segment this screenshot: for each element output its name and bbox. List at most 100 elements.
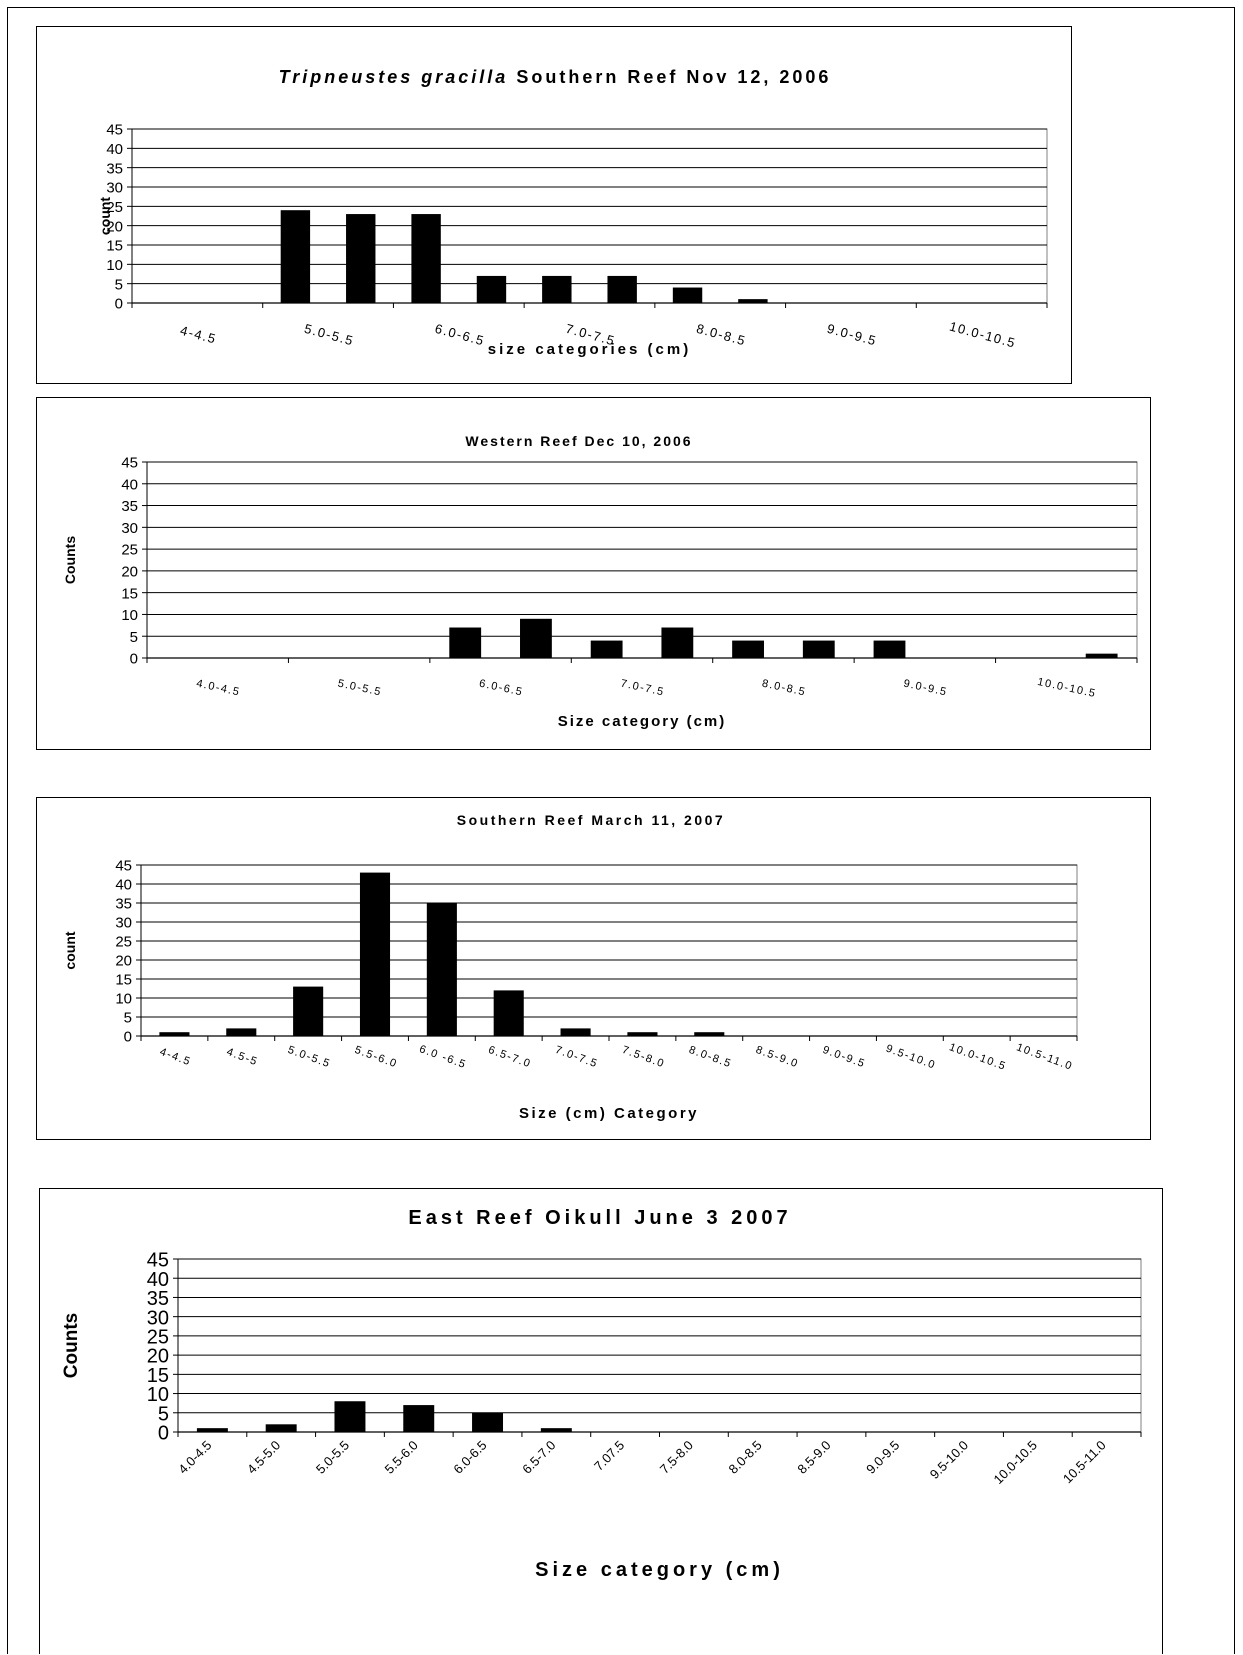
x-tick-label: 5.0-5.5 bbox=[313, 1438, 352, 1477]
x-tick-label: 10.0-10.5 bbox=[990, 1438, 1039, 1487]
x-tick-label: 4-4.5 bbox=[179, 323, 219, 347]
y-tick-label: 10 bbox=[147, 1384, 169, 1406]
x-tick-label: 5.5-6.0 bbox=[353, 1044, 399, 1071]
bar bbox=[542, 275, 572, 303]
y-tick-label: 15 bbox=[121, 585, 138, 602]
y-tick-label: 25 bbox=[147, 1326, 169, 1348]
y-tick-label: 45 bbox=[115, 858, 132, 875]
y-tick-label: 5 bbox=[115, 276, 123, 293]
y-tick-label: 5 bbox=[130, 629, 138, 646]
bar bbox=[472, 1412, 504, 1432]
y-tick-label: 10 bbox=[115, 991, 132, 1008]
x-tick-label: 7.5-8.0 bbox=[620, 1044, 666, 1071]
y-tick-label: 30 bbox=[121, 520, 138, 537]
x-tick-label: 10.5-11.0 bbox=[1015, 1041, 1075, 1073]
x-tick-label: 9.5-10.0 bbox=[884, 1043, 937, 1072]
y-tick-label: 25 bbox=[121, 542, 138, 559]
y-tick-label: 35 bbox=[121, 498, 138, 515]
x-tick-label: 8.5-9.0 bbox=[794, 1438, 833, 1477]
x-tick-label: 9.0-9.5 bbox=[826, 321, 879, 349]
plot-area bbox=[131, 128, 1048, 304]
y-tick-label: 0 bbox=[130, 651, 138, 668]
bar bbox=[802, 640, 835, 658]
y-tick-label: 5 bbox=[158, 1403, 169, 1425]
y-tick-label: 0 bbox=[158, 1423, 169, 1445]
x-tick-label: 4.0-4.5 bbox=[175, 1438, 214, 1477]
x-tick-label: 8.0-8.5 bbox=[761, 678, 807, 699]
y-axis-title: Counts bbox=[62, 536, 78, 584]
bar bbox=[873, 640, 906, 658]
bar bbox=[540, 1428, 572, 1432]
y-tick-label: 25 bbox=[115, 934, 132, 951]
bar bbox=[672, 287, 703, 303]
bar bbox=[280, 210, 311, 303]
chart-panel-1: Tripneustes gracilla Southern Reef Nov 1… bbox=[36, 26, 1072, 384]
y-tick-label: 5 bbox=[124, 1010, 132, 1027]
x-tick-label: 5.0-5.5 bbox=[303, 321, 356, 349]
x-tick-label: 6.0-6.5 bbox=[478, 678, 524, 699]
chart-panel-4: East Reef Oikull June 3 2007 0 5 10 15 20 25 30… bbox=[39, 1188, 1163, 1654]
y-tick-label: 0 bbox=[124, 1029, 132, 1046]
bar bbox=[520, 618, 552, 658]
y-tick-label: 15 bbox=[106, 238, 123, 255]
x-tick-label: 8.0-8.5 bbox=[687, 1044, 733, 1071]
y-tick-label: 40 bbox=[106, 141, 123, 158]
x-axis-title: size categories (cm) bbox=[488, 341, 691, 358]
chart-panel-3: Southern Reef March 11, 2007 0 5 10 15 20 25 30… bbox=[36, 797, 1151, 1140]
y-tick-label: 10 bbox=[106, 257, 123, 274]
bar bbox=[196, 1428, 228, 1432]
x-tick-label: 7.5-8.0 bbox=[657, 1438, 696, 1477]
plot-area bbox=[177, 1258, 1142, 1433]
chart-southern-reef-nov-2006: Tripneustes gracilla Southern Reef Nov 1… bbox=[97, 67, 1048, 358]
y-tick-label: 20 bbox=[121, 563, 138, 580]
y-tick-label: 45 bbox=[106, 122, 123, 139]
x-tick-label: 5.0-5.5 bbox=[286, 1044, 332, 1071]
x-axis-title: Size category (cm) bbox=[535, 1559, 784, 1581]
x-tick-label: 6.5-7.0 bbox=[487, 1044, 533, 1071]
bar bbox=[226, 1028, 257, 1036]
x-tick-label: 7.07.5 bbox=[591, 1438, 627, 1474]
y-axis-title: Counts bbox=[61, 1313, 82, 1378]
y-tick-label: 30 bbox=[106, 180, 123, 197]
y-tick-label: 30 bbox=[115, 915, 132, 932]
bar bbox=[493, 990, 524, 1036]
bar bbox=[627, 1032, 658, 1036]
chart-title: Southern Reef March 11, 2007 bbox=[457, 812, 725, 828]
x-tick-label: 9.0-9.5 bbox=[863, 1438, 902, 1477]
plot-area bbox=[146, 461, 1138, 659]
x-tick-label: 4-4.5 bbox=[158, 1046, 193, 1068]
x-tick-label: 10.0-10.5 bbox=[948, 1041, 1008, 1073]
y-axis-title: count bbox=[62, 931, 78, 969]
x-tick-label: 6.0-6.5 bbox=[450, 1438, 489, 1477]
bar bbox=[661, 627, 694, 658]
chart-western-reef-dec-2006: Western Reef Dec 10, 2006 0 5 10 15 20 25 30 35 4… bbox=[62, 433, 1138, 730]
bar bbox=[346, 214, 376, 303]
chart-title: Western Reef Dec 10, 2006 bbox=[465, 433, 692, 449]
y-tick-label: 20 bbox=[106, 218, 123, 235]
x-tick-label: 6.5-7.0 bbox=[519, 1438, 558, 1477]
x-tick-label: 9.5-10.0 bbox=[927, 1438, 971, 1482]
bar bbox=[334, 1401, 366, 1432]
y-tick-label: 40 bbox=[121, 476, 138, 493]
x-tick-label: 9.0-9.5 bbox=[821, 1044, 867, 1071]
bar bbox=[590, 640, 623, 658]
y-tick-label: 35 bbox=[147, 1288, 169, 1310]
y-tick-label: 35 bbox=[106, 160, 123, 177]
x-tick-label: 8.5-9.0 bbox=[754, 1044, 800, 1071]
x-tick-label: 4.5-5 bbox=[225, 1046, 260, 1068]
y-tick-label: 40 bbox=[115, 877, 132, 894]
x-tick-label: 8.0-8.5 bbox=[726, 1438, 765, 1477]
bar bbox=[1085, 653, 1118, 658]
bar bbox=[732, 640, 764, 658]
bar bbox=[159, 1032, 190, 1036]
chart-title: East Reef Oikull June 3 2007 bbox=[408, 1207, 791, 1229]
bar bbox=[265, 1424, 297, 1432]
y-tick-label: 15 bbox=[115, 972, 132, 989]
x-tick-label: 4.0-4.5 bbox=[195, 678, 241, 699]
y-tick-label: 30 bbox=[147, 1307, 169, 1329]
bar bbox=[426, 903, 457, 1036]
bar bbox=[359, 872, 391, 1036]
y-tick-label: 45 bbox=[147, 1250, 169, 1272]
y-axis-title: count bbox=[97, 197, 113, 235]
y-tick-label: 15 bbox=[147, 1365, 169, 1387]
